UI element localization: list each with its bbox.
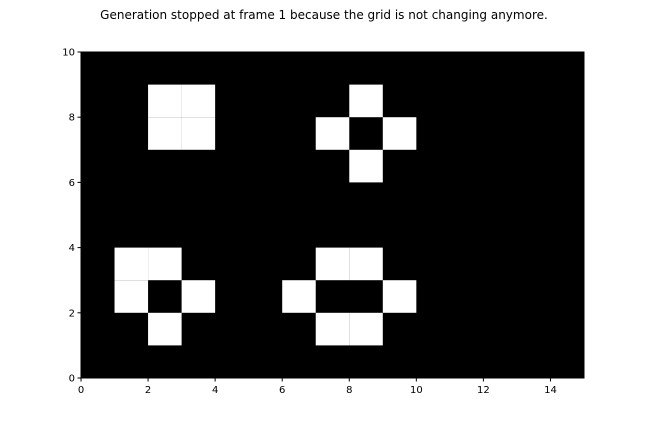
live-cell (316, 248, 350, 281)
live-cell (182, 117, 216, 150)
live-cell (115, 248, 149, 281)
x-tick-label: 4 (212, 385, 218, 396)
live-cell (383, 117, 417, 150)
live-cell (349, 85, 383, 118)
x-tick-label: 0 (78, 385, 84, 396)
x-axis: 0 2 4 6 8 10 12 14 (78, 378, 557, 396)
live-cell (148, 85, 182, 118)
x-tick-label: 12 (477, 385, 490, 396)
y-tick-label: 6 (69, 178, 75, 189)
live-cell (282, 280, 316, 313)
live-cell (316, 313, 350, 346)
live-cell (316, 117, 350, 150)
live-cell (349, 150, 383, 183)
live-cell (148, 248, 182, 281)
y-tick-label: 2 (69, 308, 75, 319)
y-tick-label: 0 (69, 374, 75, 385)
live-cell (148, 313, 182, 346)
live-cell (115, 280, 149, 313)
live-cell (182, 85, 216, 118)
y-tick-label: 4 (69, 243, 75, 254)
y-axis: 0 2 4 6 8 10 (62, 48, 81, 385)
live-cell (182, 280, 216, 313)
live-cell (349, 313, 383, 346)
x-tick-label: 6 (279, 385, 285, 396)
x-tick-label: 10 (410, 385, 423, 396)
y-tick-label: 8 (69, 113, 75, 124)
x-tick-label: 14 (544, 385, 557, 396)
x-tick-label: 2 (145, 385, 151, 396)
x-tick-label: 8 (346, 385, 352, 396)
live-cell (148, 117, 182, 150)
live-cell (349, 248, 383, 281)
y-tick-label: 10 (62, 48, 75, 59)
live-cell (383, 280, 417, 313)
